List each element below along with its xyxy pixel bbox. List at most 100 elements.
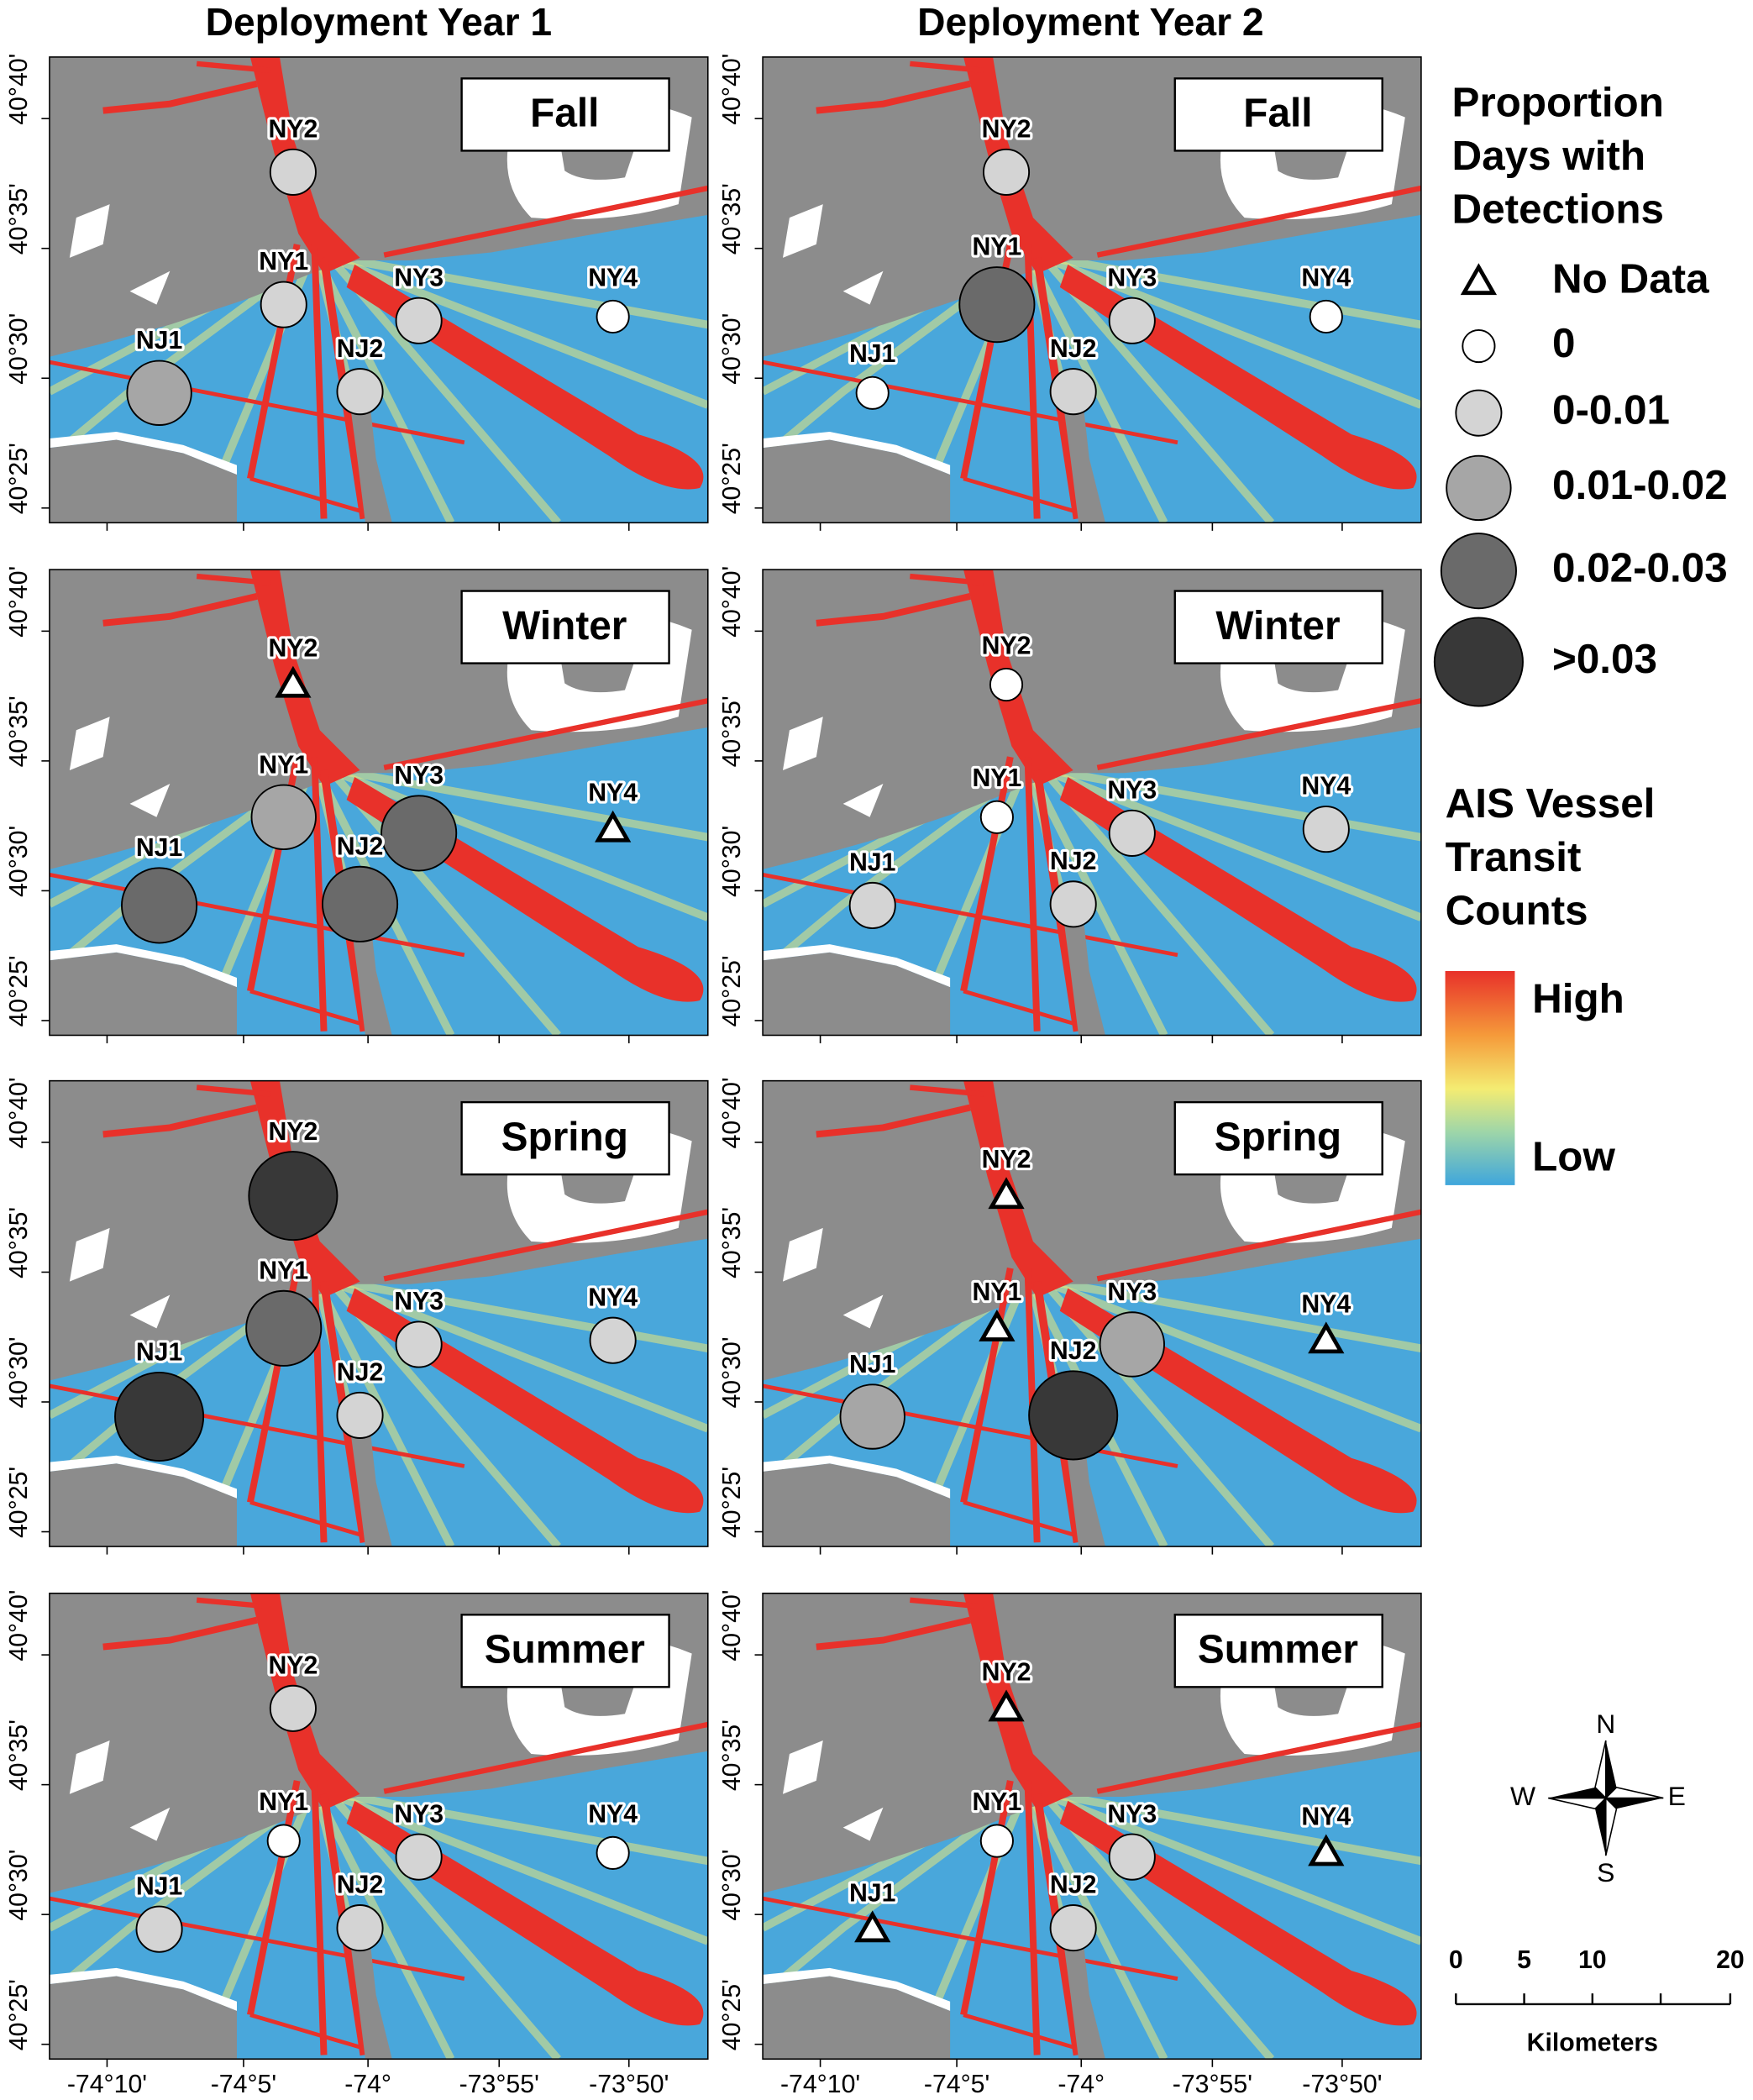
season-box [1173,1100,1383,1176]
station-label: NY1 [972,1788,1021,1816]
lon-tick-label: -73°50' [1302,2071,1382,2098]
season-box [1173,77,1383,152]
season-box [1173,590,1383,664]
legend: Proportion Days with Detections No Data 0… [1433,79,1728,707]
station-marker [989,668,1024,702]
station-label: NY2 [982,1658,1031,1686]
lat-tick-label: 40°25' [718,1467,746,1538]
station-label: NJ2 [337,1359,384,1387]
station-label: NY2 [982,1146,1031,1173]
map-panel: Fall 40°40' 40°35' 40°30' 40°25' NY2 NY1 NY3 NY4… [5,54,708,531]
lat-tick-label: 40°25' [718,443,746,514]
legend-label: No Data [1552,256,1709,302]
lat-tick-label: 40°30' [718,1336,746,1408]
station-marker [596,1835,630,1870]
station-marker [266,1824,301,1858]
station-label: NY4 [1301,264,1351,291]
no-data-marker [1308,1321,1345,1354]
station-marker [1099,1311,1165,1378]
lat-tick-label: 40°40' [718,1589,746,1661]
no-data-marker [854,1910,891,1943]
lon-tick-label: -74° [344,2071,391,2098]
no-data-marker [595,810,632,843]
station-marker [260,281,307,328]
station-marker [245,1289,323,1367]
lat-tick-label: 40°25' [718,955,746,1026]
station-marker [1108,1833,1156,1881]
compass: N S W E [1510,1709,1686,1887]
station-label: NY4 [1301,1803,1351,1830]
station-marker [979,800,1014,834]
station-marker [1049,368,1097,416]
scale-label: 5 [1517,1946,1531,1974]
station-marker [1455,389,1503,437]
station-marker [395,1833,443,1881]
station-marker [336,1904,384,1952]
station-marker [395,297,443,344]
station-label: NY4 [1301,773,1351,801]
legend-label: >0.03 [1552,636,1657,682]
scalebar: 0 5 10 20 Kilometers [1449,1946,1745,2057]
station-marker [395,1320,443,1368]
station-marker [1302,806,1350,853]
season-label: Summer [1198,1628,1358,1672]
station-label: NY4 [588,1284,638,1311]
compass-s: S [1597,1857,1614,1887]
station-marker [982,148,1031,196]
no-data-marker [275,665,312,698]
legend-title: Detections [1452,186,1664,233]
lat-tick-label: 40°35' [718,1207,746,1278]
lat-tick-label: 40°35' [718,696,746,767]
lat-tick-label: 40°40' [718,54,746,125]
season-label: Summer [485,1628,645,1672]
station-label: NY3 [1107,777,1157,805]
compass-e: E [1668,1781,1686,1811]
station-label: NJ2 [1050,1337,1097,1365]
season-label: Winter [502,604,627,648]
station-label: NY2 [268,1118,318,1146]
station-marker [1049,1904,1097,1952]
lat-tick-label: 40°35' [5,1719,33,1791]
legend-label: 0 [1552,320,1575,366]
lat-tick-label: 40°40' [5,1589,33,1661]
season-label: Winter [1215,604,1340,648]
scale-label: 20 [1716,1946,1745,1974]
station-label: NY1 [259,751,308,779]
colorbar-title: Counts [1446,888,1588,934]
colorbar-title: AIS Vessel [1446,780,1656,827]
station-label: NY2 [268,116,318,144]
no-data-marker [1308,1834,1345,1866]
station-label: NJ1 [136,327,183,354]
season-box [460,1614,670,1688]
station-label: NY2 [982,632,1031,659]
lat-tick-label: 40°35' [5,183,33,255]
station-label: NY3 [394,1800,443,1828]
map-panel: Fall 40°40' 40°35' 40°30' 40°25' NY2 NY1 NY3 NY4… [718,54,1421,531]
lat-tick-label: 40°30' [718,1850,746,1921]
station-marker [336,368,384,416]
station-marker [596,299,630,334]
station-label: NY2 [268,635,318,663]
station-label: NJ1 [136,1339,183,1367]
station-marker [269,1684,317,1732]
station-label: NY1 [259,248,308,276]
station-marker [1433,617,1524,707]
station-label: NY4 [1301,1290,1351,1318]
station-marker [321,865,399,942]
season-box [1173,1614,1383,1688]
column-title: Deployment Year 1 [206,0,552,44]
station-label: NJ1 [136,834,183,862]
station-label: NJ2 [337,832,384,860]
lat-tick-label: 40°25' [718,1979,746,2050]
station-label: NY3 [1107,264,1157,291]
lat-tick-label: 40°40' [718,566,746,638]
station-label: NY1 [259,1788,308,1816]
station-marker [1462,328,1496,364]
station-label: NY3 [394,762,443,790]
station-label: NJ1 [136,1872,183,1900]
station-label: NY3 [394,264,443,291]
lon-tick-label: -73°55' [1173,2071,1252,2098]
season-box [460,1100,670,1176]
legend-title: Proportion [1452,79,1664,125]
